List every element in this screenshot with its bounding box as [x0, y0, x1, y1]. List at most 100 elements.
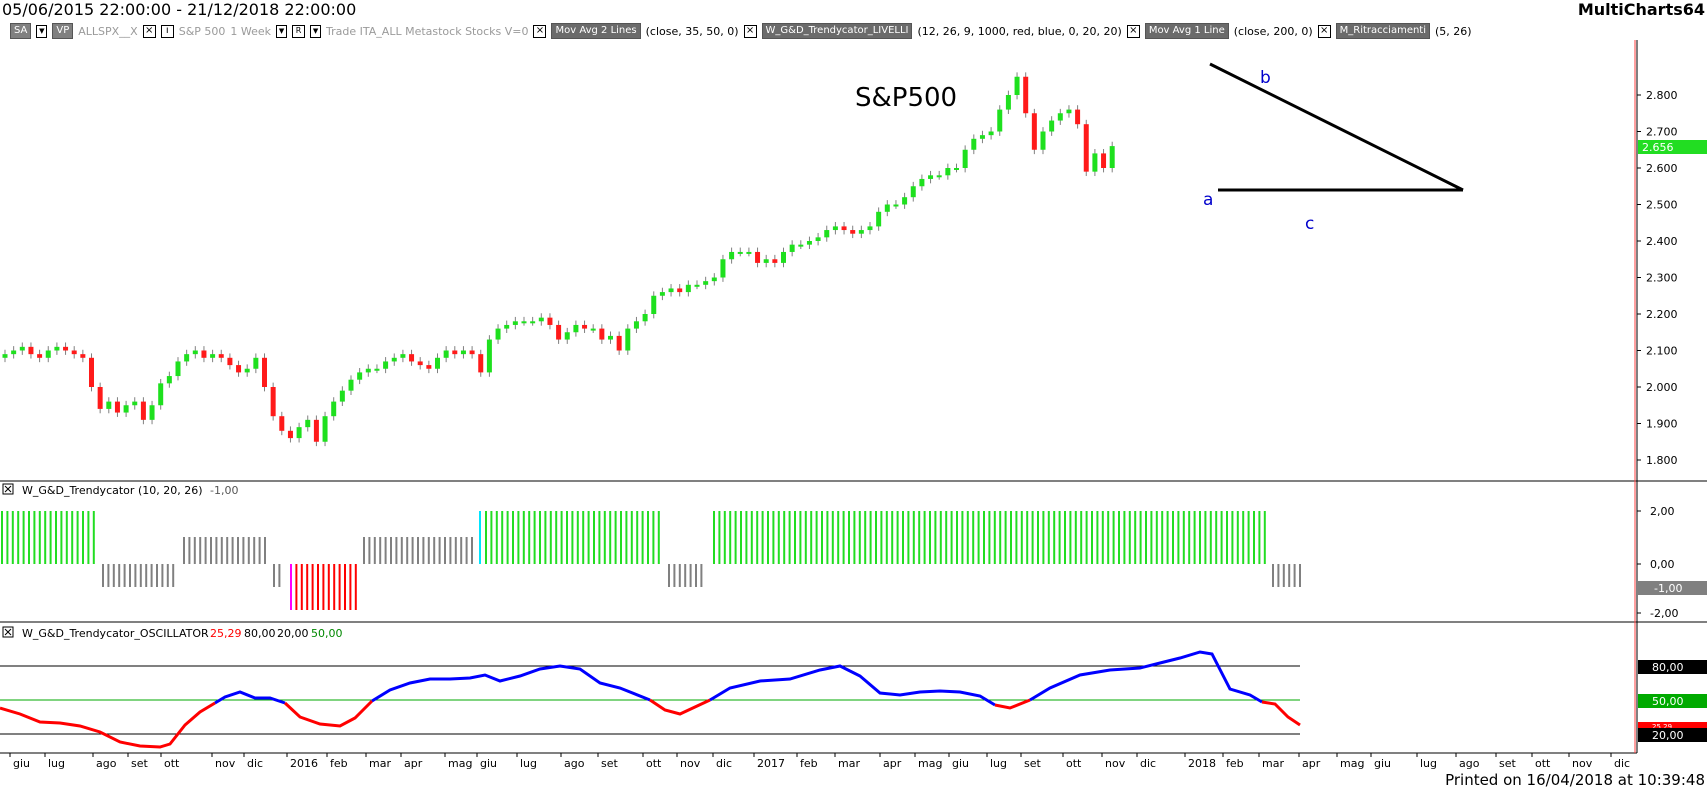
- session-flag-button[interactable]: R: [292, 24, 306, 38]
- study-2-close-icon[interactable]: ×: [743, 24, 757, 38]
- resolution: 1 Week: [230, 24, 272, 38]
- chart-toolbar: SA ▼ VP ALLSPX__X × ı S&P 500 1 Week ▼ R ▼ T…: [10, 22, 1472, 40]
- session-dropdown-icon[interactable]: ▼: [310, 24, 322, 38]
- sa-dropdown-icon[interactable]: ▼: [36, 24, 48, 38]
- osc-tag-upper-text: 80,00: [1652, 661, 1684, 674]
- candle-body: [781, 251, 786, 263]
- candle-body: [54, 346, 60, 351]
- candle-body: [772, 259, 778, 263]
- study-3-close-icon[interactable]: ×: [1126, 24, 1140, 38]
- candle-body: [737, 251, 743, 254]
- time-tick-label: giu: [1374, 757, 1391, 770]
- candle-body: [184, 354, 190, 362]
- candle-body: [936, 175, 942, 178]
- osc-tag-current: [1638, 722, 1707, 729]
- study-4-name[interactable]: M_Ritracciamenti: [1335, 23, 1431, 39]
- time-tick-label: mag: [918, 757, 942, 770]
- candle-body: [1101, 153, 1107, 168]
- price-tick-label: 2.200: [1646, 308, 1678, 321]
- candle-body: [556, 324, 562, 340]
- candle-body: [876, 211, 882, 227]
- candle-body: [979, 135, 985, 139]
- price-tick-label: 2.700: [1646, 126, 1678, 139]
- candle-body: [270, 387, 276, 417]
- candle-body: [694, 284, 700, 287]
- time-tick-label: dic: [247, 757, 263, 770]
- candle-body: [322, 416, 328, 442]
- study-3-name[interactable]: Mov Avg 1 Line: [1144, 23, 1229, 39]
- candle-body: [45, 350, 51, 358]
- candle-body: [573, 324, 579, 333]
- study-4-close-icon[interactable]: ×: [1317, 24, 1331, 38]
- candle-body: [1049, 120, 1055, 132]
- oscillator-segment: [214, 690, 286, 705]
- oscillator-name: W_G&D_Trendycator_OSCILLATOR: [22, 627, 209, 640]
- bar-style-icon[interactable]: ı: [160, 24, 174, 38]
- oscillator-close-glyph: [4, 628, 12, 636]
- trendycator-axis: 2,00 0,00 -2,00: [1637, 505, 1678, 620]
- candle-body: [902, 197, 908, 205]
- candle-body: [954, 168, 959, 170]
- time-tick-label: ago: [1459, 757, 1480, 770]
- candle-body: [538, 317, 544, 322]
- time-tick-label: ago: [96, 757, 117, 770]
- time-tick-label: giu: [952, 757, 969, 770]
- vp-button[interactable]: VP: [52, 23, 74, 39]
- candle-body: [616, 335, 622, 351]
- time-tick-label: ott: [1535, 757, 1551, 770]
- candle-body: [884, 204, 890, 212]
- candle-body: [383, 361, 389, 369]
- candle-body: [374, 368, 380, 371]
- osc-tag-current-text: 25,29: [1652, 723, 1672, 731]
- oscillator-value-mid: 50,00: [311, 627, 343, 640]
- time-tick-label: feb: [800, 757, 818, 770]
- time-tick-label: lug: [48, 757, 65, 770]
- candle-body: [296, 427, 302, 439]
- time-axis: giu lug ago set ott nov dic 2016 feb mar apr mag giu…: [9, 753, 1630, 770]
- trendycator-value-tag: [1638, 581, 1707, 595]
- candle-body: [166, 376, 172, 384]
- sa-button[interactable]: SA: [10, 23, 32, 39]
- candle-body: [962, 149, 968, 168]
- candle-body: [547, 317, 553, 325]
- candle-body: [988, 131, 994, 136]
- symbol-close-icon[interactable]: ×: [142, 24, 156, 38]
- candle-body: [530, 321, 536, 324]
- candle-body: [789, 244, 795, 252]
- study-2-name[interactable]: W_G&D_Trendycator_LIVELLI: [761, 23, 913, 39]
- candle-body: [348, 379, 354, 391]
- candle-body: [37, 354, 43, 358]
- trendycator-value: -1,00: [210, 484, 238, 497]
- candle-body: [685, 284, 691, 293]
- osc-tag-upper: [1638, 660, 1707, 674]
- study-4-params: (5, 26): [1435, 24, 1472, 38]
- current-price-label: 2.656: [1642, 141, 1674, 154]
- data-description: Trade ITA_ALL Metastock Stocks V=0: [326, 24, 529, 38]
- candle-body: [426, 365, 432, 369]
- candle-body: [253, 357, 259, 369]
- chart-canvas[interactable]: S&P500 a b c 2.8002.7002.6002.5002.4002.…: [0, 0, 1707, 771]
- study-1-name[interactable]: Mov Avg 2 Lines: [551, 23, 641, 39]
- candle-body: [313, 419, 319, 442]
- triangle-upper-trendline[interactable]: [1209, 62, 1464, 192]
- trendycator-tick-label: 0,00: [1650, 558, 1675, 571]
- oscillator-segment: [283, 699, 374, 728]
- study-1-close-icon[interactable]: ×: [533, 24, 547, 38]
- candle-body: [400, 354, 406, 358]
- trendycator-tick-label: 2,00: [1650, 505, 1675, 518]
- candle-body: [149, 405, 155, 420]
- candle-body: [357, 372, 363, 380]
- trendycator-params: (10, 20, 26): [138, 484, 203, 497]
- price-tick-label: 1.900: [1646, 418, 1678, 431]
- candle-body: [227, 357, 233, 366]
- candle-body: [210, 354, 216, 358]
- price-tick-label: 2.600: [1646, 162, 1678, 175]
- study-1-params: (close, 35, 50, 0): [645, 24, 739, 38]
- trendycator-close-glyph: [4, 485, 12, 493]
- resolution-dropdown-icon[interactable]: ▼: [276, 24, 288, 38]
- candle-body: [452, 350, 458, 355]
- candle-body: [1075, 109, 1081, 125]
- candle-body: [893, 204, 899, 207]
- candle-body: [642, 314, 648, 322]
- oscillator-value-upper: 80,00: [244, 627, 276, 640]
